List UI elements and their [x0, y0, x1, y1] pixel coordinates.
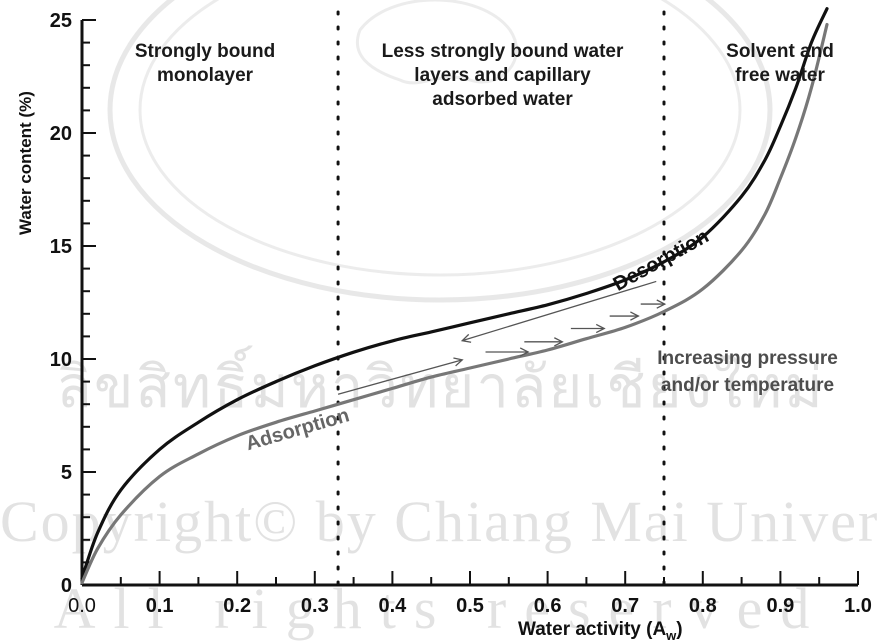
adsorption-arrow: [337, 359, 463, 395]
x-axis-label: Water activity (Aw): [518, 619, 683, 643]
region-label-monolayer: Strongly bound monolayer: [134, 41, 276, 86]
pressure-temperature-annotation: Increasing pressure and/or temperature: [657, 348, 838, 396]
x-tick-label: 0.2: [223, 595, 251, 617]
x-tick-label: 0.7: [611, 595, 639, 617]
pressure-arrow-head: [630, 311, 640, 321]
watermark-copyright-text: Copyright© by Chiang Mai University: [0, 489, 881, 554]
region-label-free-water: Solvent and free water: [726, 41, 834, 86]
pressure-arrow-head: [519, 347, 530, 357]
desorption-arrow-head: [460, 333, 472, 343]
y-tick-label: 10: [50, 349, 72, 371]
x-tick-label: 0.6: [534, 595, 562, 617]
watermark-rights-text: All rights reserved: [53, 576, 828, 641]
y-tick-label: 0: [61, 575, 72, 597]
y-tick-label: 15: [50, 236, 72, 258]
x-tick-label: 0.0: [68, 595, 96, 617]
desorption-arrow: [462, 280, 657, 342]
y-tick-label: 25: [50, 10, 72, 32]
x-tick-label: 0.1: [146, 595, 174, 617]
x-tick-label: 0.4: [378, 595, 407, 617]
series-line-adsorption: [80, 22, 829, 585]
x-tick-label: 1.0: [844, 595, 872, 617]
series-line-desorption: [80, 7, 829, 580]
x-tick-label: 0.5: [456, 595, 484, 617]
desorption-label: Desorption: [610, 225, 713, 295]
adsorption-label: Adsorption: [243, 404, 352, 455]
adsorption-arrow-head: [453, 357, 464, 367]
pressure-arrow-head: [656, 299, 667, 309]
y-axis-label: Water content (%): [16, 91, 35, 235]
x-tick-label: 0.8: [689, 595, 717, 617]
pressure-arrow-head: [595, 323, 606, 334]
pressure-arrow-head: [554, 337, 564, 347]
y-tick-label: 5: [61, 462, 72, 484]
y-tick-label: 20: [50, 123, 72, 145]
x-tick-label: 0.9: [766, 595, 794, 617]
x-tick-label: 0.3: [301, 595, 329, 617]
region-label-capillary: Less strongly bound water layers and cap…: [381, 41, 624, 110]
